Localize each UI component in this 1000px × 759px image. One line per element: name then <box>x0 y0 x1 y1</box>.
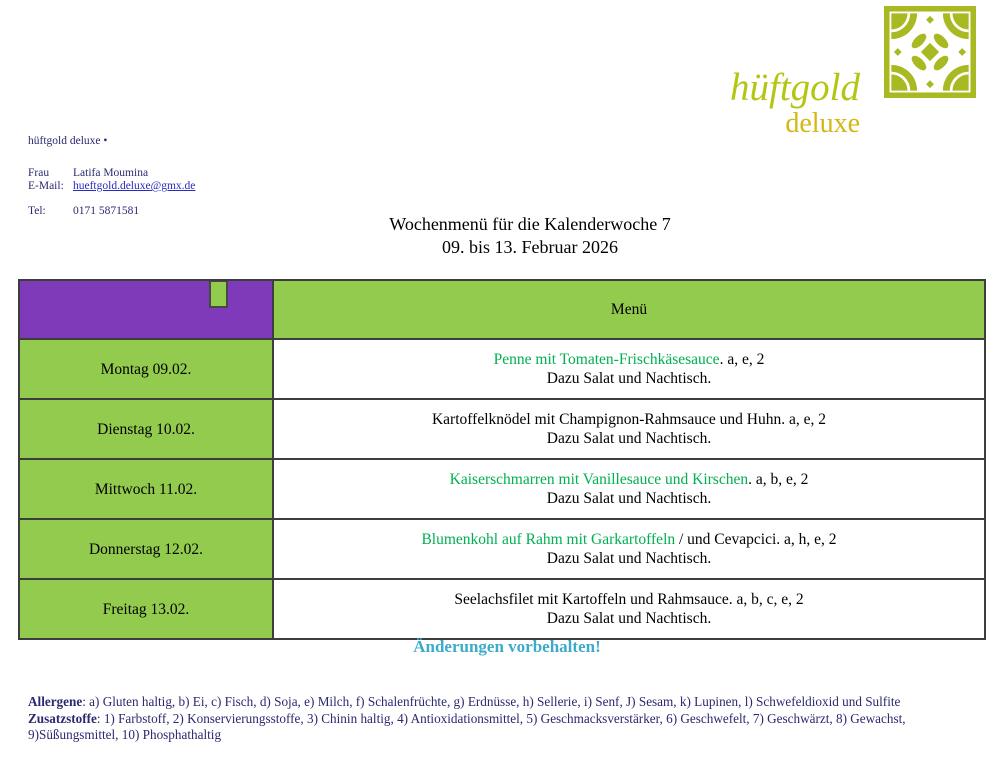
title-line-1: Wochenmenü für die Kalenderwoche 7 <box>389 214 671 234</box>
table-row: Dienstag 10.02. Kartoffelknödel mit Cham… <box>18 398 986 460</box>
table-row: Freitag 13.02. Seelachsfilet mit Kartoff… <box>18 578 986 640</box>
table-row: Montag 09.02. Penne mit Tomaten-Frischkä… <box>18 338 986 400</box>
allergen-footnote: Allergene: a) Gluten haltig, b) Ei, c) F… <box>28 694 976 744</box>
day-cell: Freitag 13.02. <box>18 578 274 640</box>
contact-email-row: E-Mail: hueftgold.deluxe@gmx.de <box>28 180 195 193</box>
changes-reserved-notice: Änderungen vorbehalten! <box>413 637 601 656</box>
dish-rest-text: . a, e, 2 <box>719 351 765 368</box>
header-day-cell <box>18 279 274 340</box>
dish-highlight-text: Kaiserschmarren mit Vanillesauce und Kir… <box>449 471 749 488</box>
brand-subname: deluxe <box>785 108 860 139</box>
dish-line: Kaiserschmarren mit Vanillesauce und Kir… <box>274 470 984 489</box>
title-line-2: 09. bis 13. Februar 2026 <box>442 237 618 257</box>
phone-label: Tel: <box>28 205 46 217</box>
side-line: Dazu Salat und Nachtisch. <box>546 490 712 507</box>
additives-label: Zusatzstoffe <box>28 710 97 726</box>
day-cell: Donnerstag 12.02. <box>18 518 274 580</box>
table-header-row: Menü <box>18 279 986 340</box>
green-square-marker <box>209 281 228 308</box>
dish-line: Penne mit Tomaten-Frischkäsesauce. a, e,… <box>274 350 984 369</box>
table-row: Mittwoch 11.02. Kaiserschmarren mit Vani… <box>18 458 986 520</box>
contact-name-row: Frau Latifa Moumina <box>28 167 195 180</box>
dish-rest-text: . a, b, e, 2 <box>748 471 809 488</box>
header-menu-cell: Menü <box>272 279 986 340</box>
dish-rest-text: Kartoffelknödel mit Champignon-Rahmsauce… <box>431 411 827 428</box>
weekly-menu-table: Menü Montag 09.02. Penne mit Tomaten-Fri… <box>18 279 986 640</box>
side-line: Dazu Salat und Nachtisch. <box>546 610 712 627</box>
contact-person-name: Latifa Moumina <box>73 167 149 179</box>
day-cell: Mittwoch 11.02. <box>18 458 274 520</box>
allergens-text: : a) Gluten haltig, b) Ei, c) Fisch, d) … <box>82 694 901 709</box>
dish-line: Seelachsfilet mit Kartoffeln und Rahmsau… <box>274 590 984 609</box>
menu-cell: Penne mit Tomaten-Frischkäsesauce. a, e,… <box>272 338 986 400</box>
side-line: Dazu Salat und Nachtisch. <box>546 550 712 567</box>
menu-cell: Seelachsfilet mit Kartoffeln und Rahmsau… <box>272 578 986 640</box>
email-label: E-Mail: <box>28 180 64 192</box>
menu-cell: Kaiserschmarren mit Vanillesauce und Kir… <box>272 458 986 520</box>
contact-brand-line: hüftgold deluxe • <box>28 135 108 147</box>
contact-block: hüftgold deluxe • Frau Latifa Moumina E-… <box>28 135 195 218</box>
dish-line: Kartoffelknödel mit Champignon-Rahmsauce… <box>274 410 984 429</box>
side-line: Dazu Salat und Nachtisch. <box>546 370 712 387</box>
dish-rest-text: / und Cevapcici. a, h, e, 2 <box>675 531 837 548</box>
table-row: Donnerstag 12.02. Blumenkohl auf Rahm mi… <box>18 518 986 580</box>
menu-cell: Blumenkohl auf Rahm mit Garkartoffeln / … <box>272 518 986 580</box>
contact-phone-row: Tel: 0171 5871581 <box>28 205 195 218</box>
day-cell: Dienstag 10.02. <box>18 398 274 460</box>
phone-number: 0171 5871581 <box>73 205 140 217</box>
dish-highlight-text: Penne mit Tomaten-Frischkäsesauce <box>493 351 720 368</box>
dish-rest-text: Seelachsfilet mit Kartoffeln und Rahmsau… <box>454 591 804 608</box>
email-link[interactable]: hueftgold.deluxe@gmx.de <box>73 180 196 192</box>
dish-highlight-text: Blumenkohl auf Rahm mit Garkartoffeln <box>421 531 676 548</box>
day-cell: Montag 09.02. <box>18 338 274 400</box>
brand-name: hüftgold <box>729 66 860 109</box>
salutation-label: Frau <box>28 167 50 179</box>
ornamental-tile-icon <box>884 6 976 98</box>
menu-cell: Kartoffelknödel mit Champignon-Rahmsauce… <box>272 398 986 460</box>
allergens-label: Allergene <box>28 694 83 709</box>
additives-text: : 1) Farbstoff, 2) Konservierungsstoffe,… <box>28 710 906 743</box>
brand-wordmark: hüftgold deluxe <box>560 68 860 138</box>
side-line: Dazu Salat und Nachtisch. <box>546 430 712 447</box>
dish-line: Blumenkohl auf Rahm mit Garkartoffeln / … <box>274 530 984 549</box>
document-title: Wochenmenü für die Kalenderwoche 7 09. b… <box>60 213 1000 259</box>
